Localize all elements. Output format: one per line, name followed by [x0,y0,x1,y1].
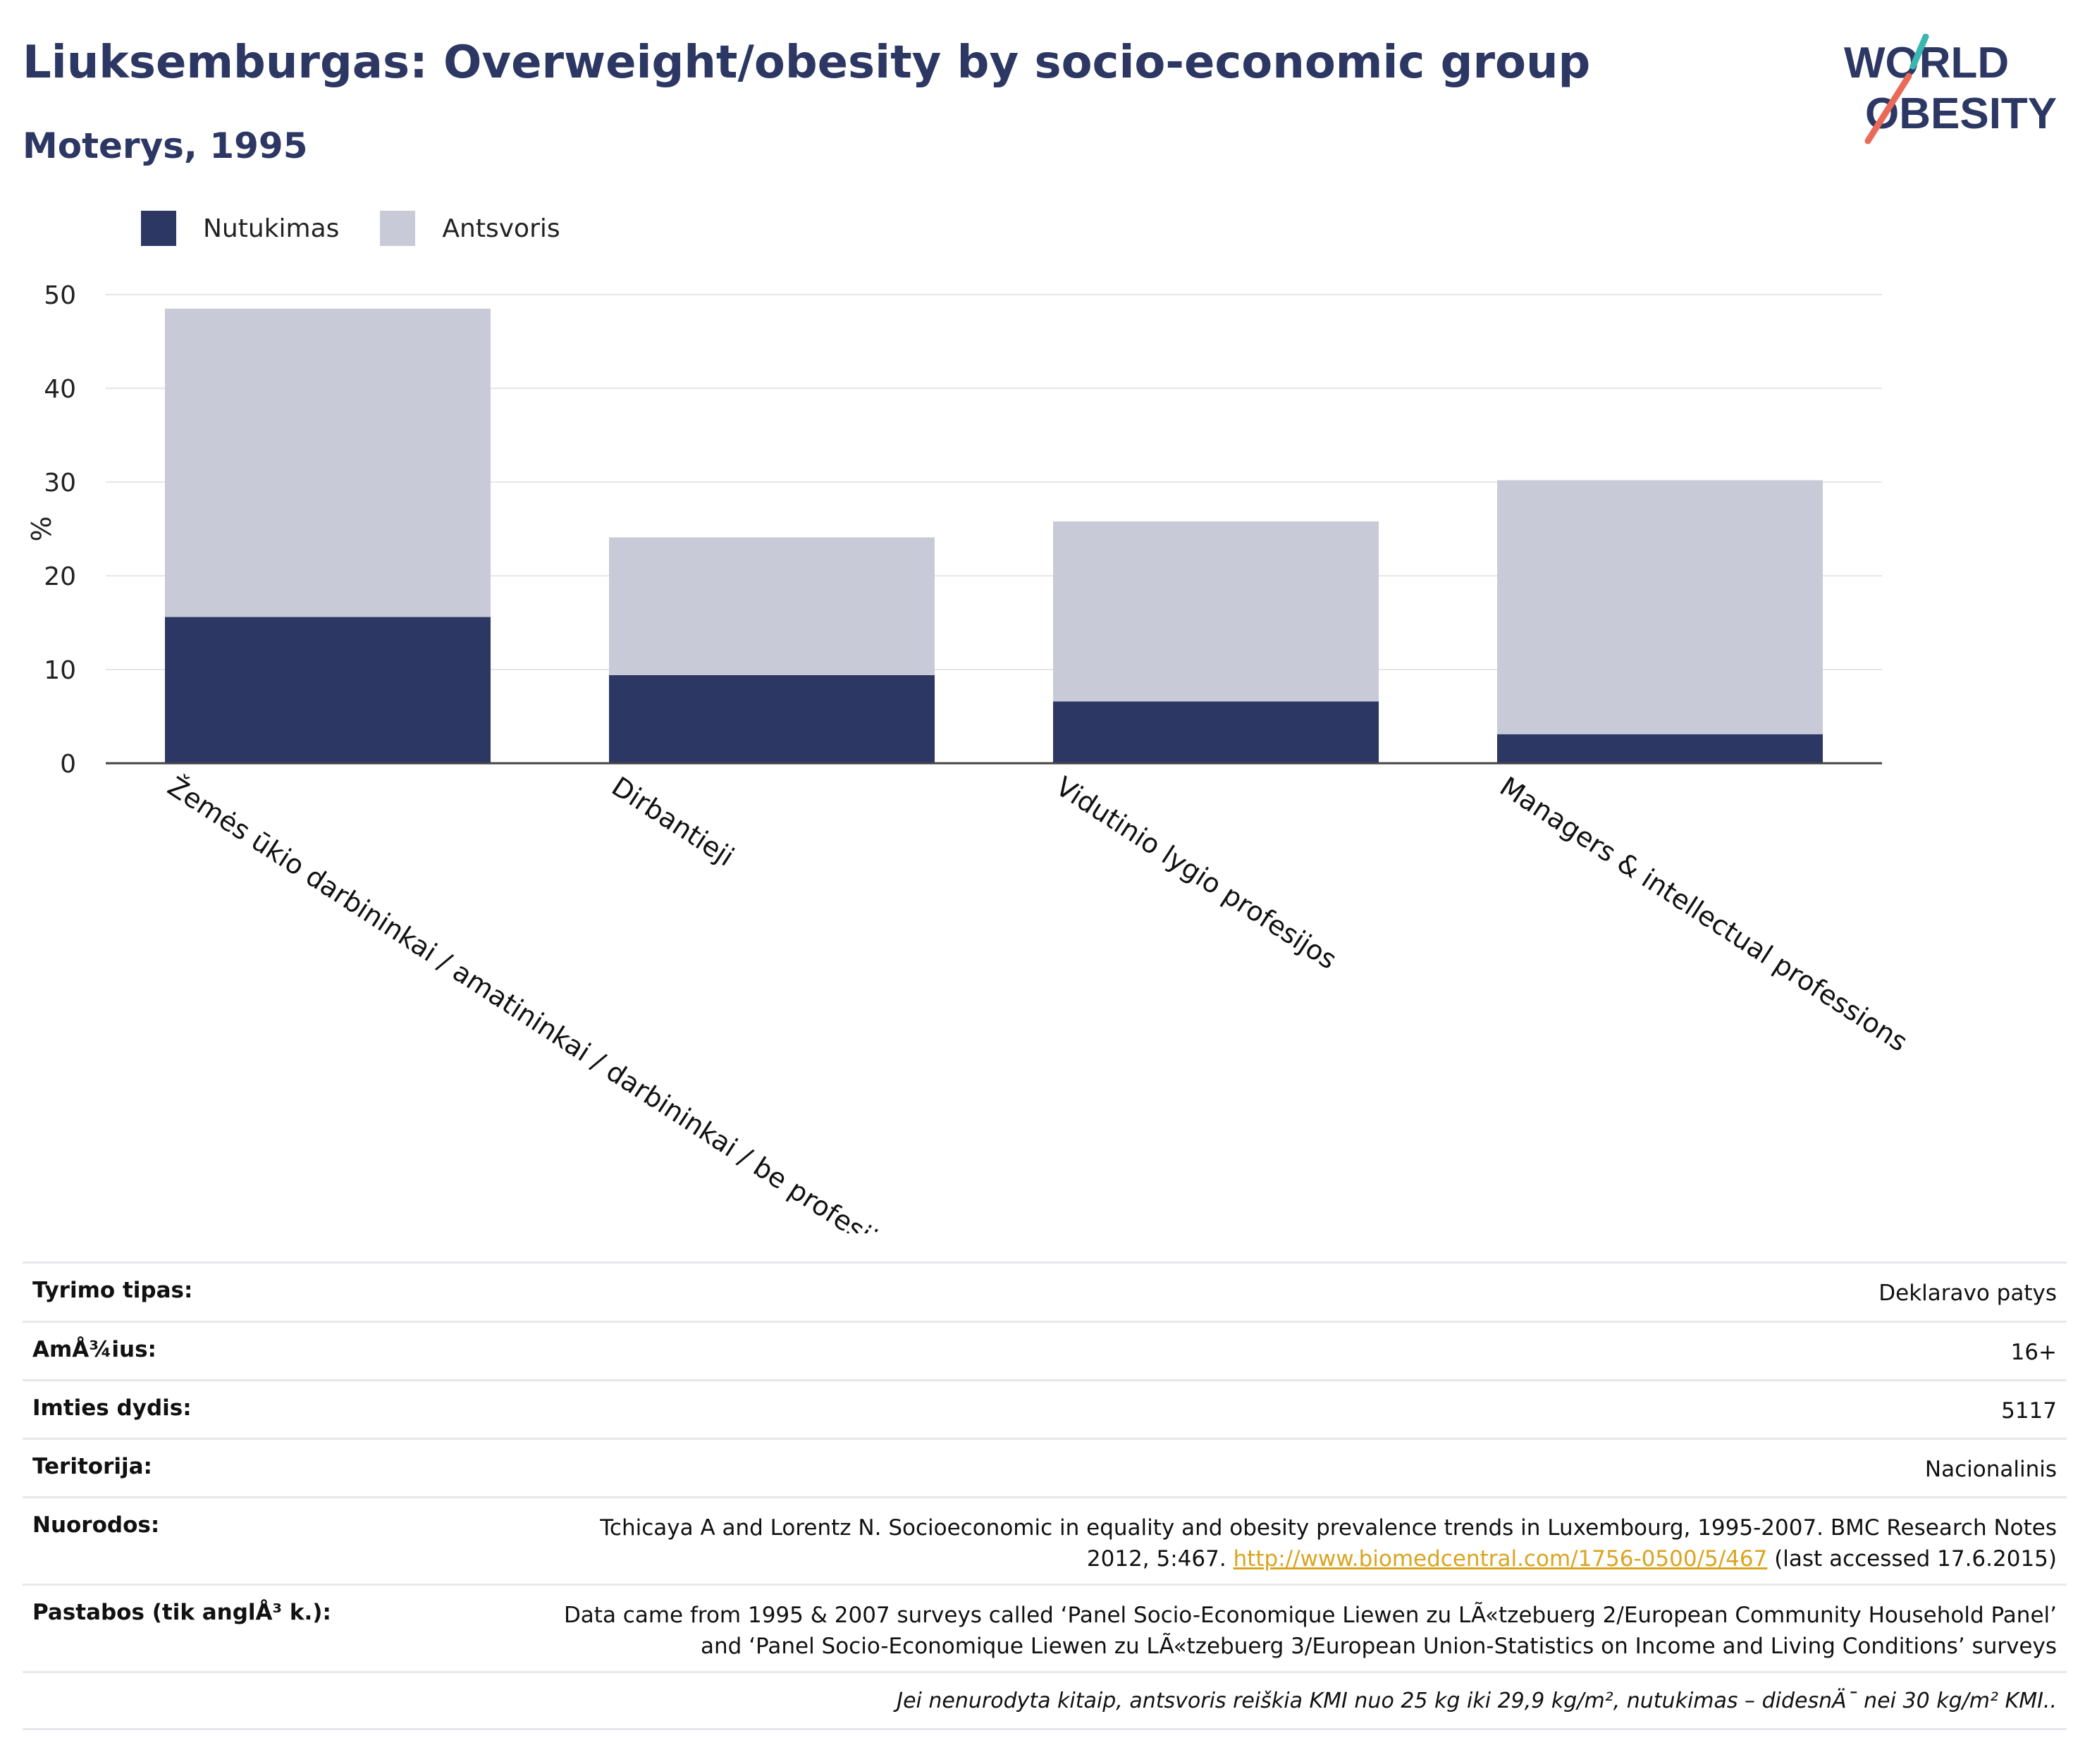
bar-nutukimas-3 [1497,734,1823,763]
bar-chart: 0 10 20 30 40 50% Žemės ūkio darbininkai / ama… [26,281,1913,1233]
references-value: Tchicaya A and Lorentz N. Socioeconomic … [555,1512,2057,1574]
legend-item-antsvoris[interactable]: Antsvoris [380,211,560,246]
territory-label: Teritorija: [32,1454,152,1479]
bmi-footnote: Jei nenurodyta kitaip, antsvoris reiškia… [897,1689,2057,1713]
notes-value: Data came from 1995 & 2007 surveys calle… [563,1603,2057,1659]
y-tick-label: 20 [44,562,76,591]
legend-swatch-antsvoris [380,211,416,246]
y-tick-label: 0 [60,750,76,779]
chart-subtitle: Moterys, 1995 [23,125,308,166]
info-row-territory: Teritorija: Nacionalinis [23,1438,2067,1496]
references-label: Nuorodos: [32,1512,160,1538]
chart-legend: Nutukimas Antsvoris [141,210,601,247]
info-row-sample-size: Imties dydis: 5117 [23,1379,2067,1438]
y-tick-label: 40 [44,375,76,404]
x-tick-label: Vidutinio lygio profesijos [1050,771,1342,975]
age-label: AmÅ¾ius: [32,1337,156,1362]
sample-size-value: 5117 [2001,1398,2057,1424]
info-table: Tyrimo tipas: Deklaravo patys AmÅ¾ius: 1… [23,1262,2067,1730]
x-tick-label: Managers & intellectual professions [1494,771,1913,1058]
bar-antsvoris-0 [165,308,491,617]
logo-word-world: WORLD [1844,39,2009,87]
references-text: Tchicaya A and Lorentz N. Socioeconomic … [600,1515,2057,1572]
y-tick-label: 10 [44,656,76,685]
x-tick-label: Dirbantieji [606,771,739,872]
bar-nutukimas-0 [165,617,491,763]
territory-value: Nacionalinis [1924,1457,2057,1482]
study-type-label: Tyrimo tipas: [32,1278,193,1303]
x-tick-label: Žemės ūkio darbininkai / amatininkai / d… [162,771,908,1233]
logo-slash-coral [1864,73,1912,144]
y-axis-label: % [26,516,57,541]
info-row-age: AmÅ¾ius: 16+ [23,1321,2067,1379]
bar-antsvoris-1 [609,537,935,675]
notes-label: Pastabos (tik anglÅ³ k.): [32,1600,331,1625]
y-tick-label: 50 [44,281,76,310]
legend-item-nutukimas[interactable]: Nutukimas [141,211,339,246]
bar-antsvoris-3 [1497,480,1823,734]
y-tick-label: 30 [44,469,76,498]
info-row-footnote: Jei nenurodyta kitaip, antsvoris reiškia… [23,1671,2067,1730]
sample-size-label: Imties dydis: [32,1395,192,1421]
info-row-notes: Pastabos (tik anglÅ³ k.): Data came from… [23,1584,2067,1671]
info-row-study-type: Tyrimo tipas: Deklaravo patys [23,1262,2067,1321]
logo-slash-teal [1909,34,1929,70]
bar-nutukimas-1 [609,674,935,763]
study-type-value: Deklaravo patys [1878,1281,2057,1306]
references-accessed: (last accessed 17.6.2015) [1774,1546,2057,1572]
bar-antsvoris-2 [1053,521,1379,702]
legend-swatch-nutukimas [141,211,176,246]
world-obesity-logo: WORLD OBESITY [1844,34,2057,144]
legend-label-nutukimas: Nutukimas [203,214,340,243]
info-row-references: Nuorodos: Tchicaya A and Lorentz N. Soci… [23,1496,2067,1584]
chart-title: Liuksemburgas: Overweight/obesity by soc… [23,37,1591,89]
age-value: 16+ [2010,1340,2057,1365]
legend-label-antsvoris: Antsvoris [442,214,560,243]
bar-nutukimas-2 [1053,701,1379,763]
reference-link[interactable]: http://www.biomedcentral.com/1756-0500/5… [1233,1546,1768,1572]
